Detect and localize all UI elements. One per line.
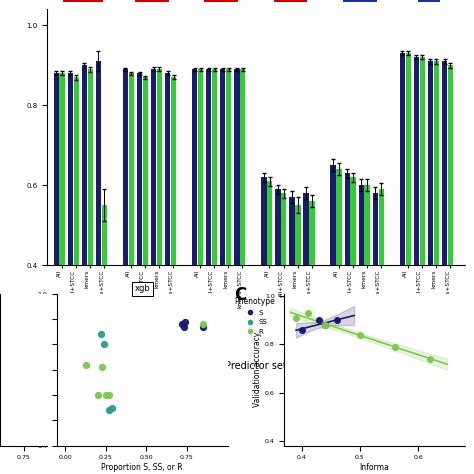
Y-axis label: Validation accuracy: Validation accuracy xyxy=(253,332,262,407)
Bar xyxy=(290,198,295,426)
Bar xyxy=(275,190,281,426)
Bar xyxy=(171,77,176,426)
Bar xyxy=(192,70,197,426)
Point xyxy=(94,391,101,399)
Bar xyxy=(414,57,419,426)
Bar xyxy=(419,57,425,426)
Point xyxy=(321,321,329,329)
Bar xyxy=(206,70,211,426)
Bar xyxy=(220,70,226,426)
Bar xyxy=(359,185,364,426)
Bar xyxy=(303,193,309,426)
Bar xyxy=(143,77,148,426)
Point xyxy=(180,323,187,330)
Point xyxy=(109,404,116,411)
Bar xyxy=(198,70,203,426)
Bar xyxy=(234,70,239,426)
Bar xyxy=(365,185,370,426)
Legend: S, SS, R: S, SS, R xyxy=(235,297,275,335)
Point xyxy=(102,391,109,399)
Bar xyxy=(261,177,266,426)
Bar xyxy=(82,65,87,426)
Text: C: C xyxy=(234,286,246,304)
Point xyxy=(82,361,90,368)
Bar xyxy=(310,201,315,426)
Point xyxy=(105,391,113,399)
Point xyxy=(178,320,186,328)
Point xyxy=(105,406,113,414)
Bar xyxy=(434,62,439,426)
Bar xyxy=(337,170,342,426)
Bar xyxy=(165,73,170,426)
Title: xgb: xgb xyxy=(134,284,150,293)
Bar xyxy=(151,70,156,426)
Point xyxy=(333,317,340,324)
Bar xyxy=(406,54,411,426)
Point xyxy=(426,355,433,363)
Point xyxy=(97,330,105,338)
Point xyxy=(298,326,306,334)
Bar xyxy=(448,65,453,426)
Bar xyxy=(345,173,350,426)
Bar xyxy=(267,182,273,426)
X-axis label: Predictor set: Predictor set xyxy=(225,361,287,371)
Bar xyxy=(226,70,231,426)
Bar xyxy=(240,70,246,426)
Point xyxy=(100,341,108,348)
Bar xyxy=(373,193,378,426)
Bar xyxy=(281,193,286,426)
Bar xyxy=(442,62,447,426)
Bar xyxy=(212,70,217,426)
Point xyxy=(304,310,311,317)
Bar xyxy=(157,70,162,426)
Bar xyxy=(68,73,73,426)
Bar xyxy=(330,165,336,426)
X-axis label: Proportion S, SS, or R: Proportion S, SS, or R xyxy=(101,463,183,472)
Bar xyxy=(101,205,107,426)
Bar xyxy=(295,205,301,426)
Point xyxy=(292,314,300,322)
Point xyxy=(321,321,329,329)
Point xyxy=(356,331,364,338)
Bar xyxy=(123,70,128,426)
Bar xyxy=(73,77,79,426)
Bar xyxy=(137,73,142,426)
Point xyxy=(200,320,207,328)
Point xyxy=(316,317,323,324)
Point xyxy=(391,343,399,351)
Point xyxy=(182,318,189,326)
Bar xyxy=(54,73,59,426)
Bar xyxy=(96,62,101,426)
Point xyxy=(200,323,207,330)
X-axis label: Informa: Informa xyxy=(360,463,389,472)
Bar xyxy=(59,73,65,426)
Bar xyxy=(88,70,93,426)
Bar xyxy=(400,54,405,426)
Bar xyxy=(428,62,433,426)
Point xyxy=(99,364,106,371)
Bar xyxy=(128,73,134,426)
Bar xyxy=(379,190,384,426)
Bar xyxy=(350,177,356,426)
